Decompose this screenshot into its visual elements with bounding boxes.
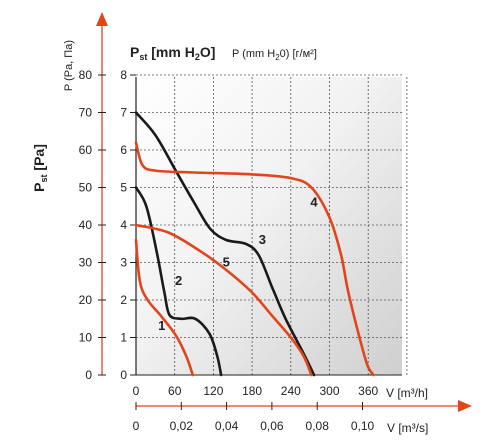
mm-tick-label: 0 bbox=[120, 368, 127, 382]
series-5-label: 5 bbox=[223, 254, 230, 269]
pa-tick-label: 0 bbox=[85, 368, 92, 382]
left-axis-title-main: P bbox=[31, 183, 47, 192]
series-1-label: 1 bbox=[158, 318, 165, 333]
top-title-main: P bbox=[130, 44, 139, 60]
series-4-label: 4 bbox=[310, 194, 318, 209]
pa-tick-label: 50 bbox=[79, 181, 93, 195]
pa-tick-label: 40 bbox=[79, 218, 93, 232]
mm-tick-label: 7 bbox=[120, 106, 127, 120]
m3s-tick-label: 0,10 bbox=[351, 419, 375, 433]
mm-tick-label: 5 bbox=[120, 181, 127, 195]
top-title-alt-a: P (mm H bbox=[232, 48, 275, 60]
m3h-tick-label: 0 bbox=[133, 384, 140, 398]
left-axis-title-sub: st bbox=[39, 174, 49, 182]
m3s-tick-label: 0,06 bbox=[260, 419, 284, 433]
series-3-label: 3 bbox=[259, 232, 266, 247]
top-title: Pst [mm H2O] bbox=[130, 44, 215, 62]
series-5-line bbox=[134, 223, 313, 377]
left-axis-title: Pst [Pa] bbox=[31, 144, 49, 192]
x-axis-label-m3h: V [m³/h] bbox=[386, 386, 428, 400]
series-2-label: 2 bbox=[175, 273, 182, 288]
mm-tick-label: 8 bbox=[120, 68, 127, 82]
m3s-tick-label: 0,08 bbox=[306, 419, 330, 433]
pa-axis-arrow bbox=[96, 12, 108, 26]
m3s-axis-arrow bbox=[458, 400, 472, 412]
mm-tick-label: 1 bbox=[120, 331, 127, 345]
top-title-alt-sub: 2 bbox=[275, 53, 280, 62]
top-title-close: O] bbox=[200, 44, 216, 60]
top-title-h2o-sub: 2 bbox=[195, 52, 200, 62]
series-4-line bbox=[134, 141, 375, 377]
pa-tick-label: 80 bbox=[79, 68, 93, 82]
top-title-alt-b: 0) [г/м²] bbox=[280, 48, 317, 60]
m3h-tick-label: 120 bbox=[203, 384, 223, 398]
m3s-tick-label: 0,04 bbox=[215, 419, 239, 433]
m3h-tick-label: 240 bbox=[281, 384, 301, 398]
series-lines bbox=[134, 111, 375, 377]
series-labels: 1 2 3 4 5 bbox=[158, 194, 318, 333]
m3h-tick-label: 300 bbox=[319, 384, 339, 398]
x-axis-label-m3s: V [m³/s] bbox=[387, 421, 428, 435]
series-1-line bbox=[134, 238, 195, 377]
m3s-tick-label: 0,02 bbox=[170, 419, 194, 433]
plot-area bbox=[136, 77, 402, 375]
pa-tick-label: 20 bbox=[79, 293, 93, 307]
m3h-tick-label: 360 bbox=[358, 384, 378, 398]
m3h-tick-label: 180 bbox=[242, 384, 262, 398]
top-title-sub: st bbox=[139, 52, 147, 62]
top-title-alt: P (mm H20) [г/м²] bbox=[232, 48, 317, 62]
left-axis-title-unit: [Pa] bbox=[31, 144, 47, 174]
grid bbox=[136, 74, 408, 375]
pa-tick-label: 10 bbox=[79, 331, 93, 345]
pa-tick-label: 30 bbox=[79, 256, 93, 270]
m3h-tick-label: 60 bbox=[168, 384, 182, 398]
m3s-tick-label: 0 bbox=[133, 419, 140, 433]
top-title-rest: [mm H bbox=[147, 44, 194, 60]
mm-tick-label: 2 bbox=[120, 293, 127, 307]
pa-tick-label: 70 bbox=[79, 106, 93, 120]
left-axis-unit-label: P (Pa, Па) bbox=[63, 40, 75, 91]
pa-tick-label: 60 bbox=[79, 143, 93, 157]
mm-tick-label: 3 bbox=[120, 256, 127, 270]
mm-tick-label: 4 bbox=[120, 218, 127, 232]
series-3-line bbox=[134, 111, 316, 377]
mm-tick-label: 6 bbox=[120, 143, 127, 157]
